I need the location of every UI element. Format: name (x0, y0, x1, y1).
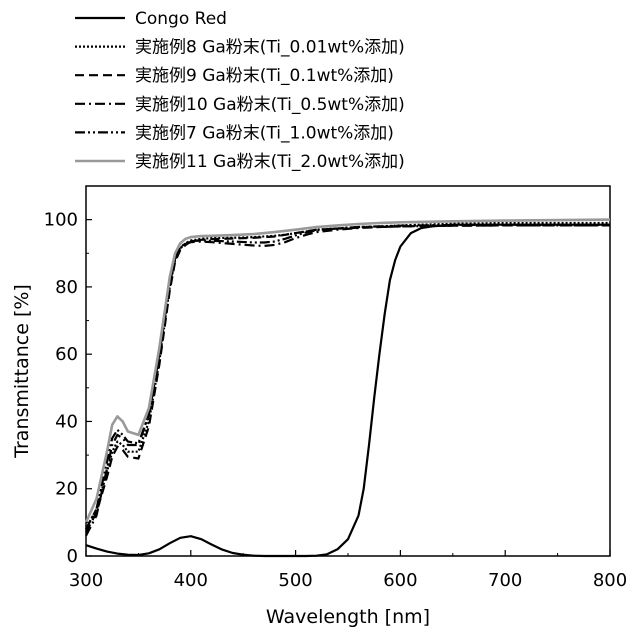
series-line-3 (86, 225, 610, 532)
y-tick-label: 0 (67, 546, 78, 567)
x-tick-label: 400 (174, 570, 208, 591)
plot-frame (86, 186, 610, 556)
legend-label-3: 実施例9 Ga粉末(Ti_0.1wt%添加) (135, 66, 394, 86)
y-tick-label: 60 (55, 344, 78, 365)
series-line-5 (86, 225, 610, 529)
x-tick-label: 500 (278, 570, 312, 591)
x-axis-title: Wavelength [nm] (266, 606, 430, 628)
x-tick-label: 700 (488, 570, 522, 591)
series-line-6 (86, 220, 610, 523)
x-tick-label: 800 (593, 570, 627, 591)
legend-label-1: Congo Red (135, 9, 227, 29)
y-axis-title: Transmittance [%] (11, 284, 33, 459)
series-layer (86, 220, 610, 556)
y-tick-label: 80 (55, 277, 78, 298)
y-axis: 0 20 40 60 80 100 (44, 210, 92, 567)
series-line-2 (86, 223, 610, 529)
series-line-1 (86, 225, 610, 556)
legend-label-4: 実施例10 Ga粉末(Ti_0.5wt%添加) (135, 95, 405, 115)
y-tick-label: 40 (55, 411, 78, 432)
series-line-4 (86, 225, 610, 535)
legend: Congo Red 実施例8 Ga粉末(Ti_0.01wt%添加) 実施例9 Ga粉… (75, 9, 405, 172)
legend-label-5: 実施例7 Ga粉末(Ti_1.0wt%添加) (135, 123, 394, 143)
x-tick-label: 300 (69, 570, 103, 591)
y-tick-label: 100 (44, 210, 78, 231)
legend-label-6: 実施例11 Ga粉末(Ti_2.0wt%添加) (135, 152, 405, 172)
x-tick-label: 600 (383, 570, 417, 591)
plot-area (86, 186, 610, 556)
legend-label-2: 実施例8 Ga粉末(Ti_0.01wt%添加) (135, 38, 405, 58)
y-tick-label: 20 (55, 479, 78, 500)
